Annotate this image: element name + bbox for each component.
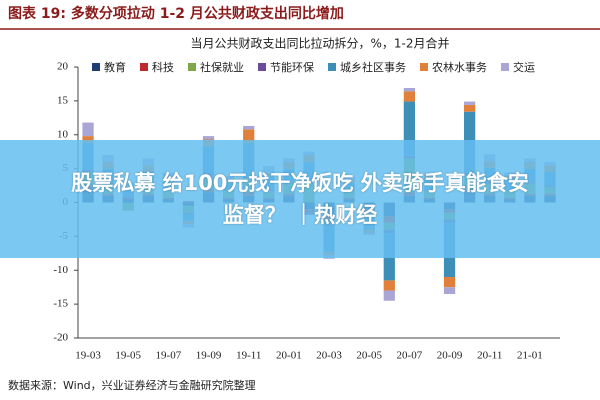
bar-segment (82, 136, 94, 143)
x-tick-label: 21-01 (517, 350, 543, 362)
legend-label: 城乡社区事务 (340, 60, 406, 74)
banner-line: 监督？ ｜热财经 (222, 203, 378, 227)
legend-label: 农林水事务 (432, 60, 487, 74)
x-tick-label: 19-11 (236, 350, 261, 362)
bar-segment (383, 290, 395, 301)
bar-segment (243, 125, 255, 130)
y-tick-label: 15 (57, 94, 69, 106)
x-tick-label: 20-03 (316, 350, 342, 362)
legend-swatch (258, 63, 266, 71)
bar-segment (403, 88, 415, 92)
chart-subtitle: 当月公共财政支出同比拉动拆分，%，1-2月合并 (190, 36, 449, 51)
bar-segment (403, 91, 415, 102)
source: 数据来源：Wind，兴业证券经济与金融研究院整理 (8, 378, 256, 392)
bar-segment (443, 277, 456, 288)
legend-label: 社保就业 (200, 60, 244, 74)
y-tick-label: -10 (53, 264, 68, 276)
legend-swatch (420, 63, 428, 71)
banner: 股票私募 给100元找干净饭吃 外卖骑手真能食安 监督？ ｜热财经 (0, 140, 600, 258)
x-tick-label: 20-07 (397, 350, 423, 362)
legend-swatch (501, 63, 509, 71)
legend-swatch (188, 63, 196, 71)
x-tick-label: 19-03 (75, 350, 101, 362)
bar-segment (202, 136, 215, 140)
legend-label: 教育 (104, 60, 126, 74)
x-tick-label: 19-05 (115, 350, 141, 362)
x-tick-label: 19-07 (156, 350, 182, 362)
x-tick-label: 19-09 (196, 350, 222, 362)
bar-segment (403, 101, 415, 156)
legend-swatch (140, 63, 148, 71)
bar-segment (443, 287, 456, 294)
legend-swatch (328, 63, 336, 71)
y-tick-label: -15 (53, 298, 68, 310)
x-tick-label: 20-01 (276, 350, 302, 362)
legend-swatch (92, 63, 100, 71)
legend-label: 节能环保 (270, 60, 314, 74)
legend-label: 科技 (152, 60, 174, 74)
bar-segment (383, 280, 395, 291)
y-tick-label: -20 (53, 332, 68, 344)
bar-segment (243, 129, 255, 143)
x-tick-label: 20-11 (477, 350, 502, 362)
legend-label: 交运 (513, 60, 535, 74)
bar-segment (464, 101, 476, 105)
bar-segment (82, 122, 94, 137)
x-tick-label: 20-05 (356, 350, 382, 362)
y-tick-label: 20 (57, 61, 69, 73)
x-tick-label: 20-09 (437, 350, 463, 362)
bar-segment (464, 104, 476, 112)
banner-line: 股票私募 给100元找干净饭吃 外卖骑手真能食安 (71, 171, 529, 195)
chart-title: 图表 19: 多数分项拉动 1-2 月公共财政支出同比增加 (8, 5, 344, 22)
y-tick-label: 10 (57, 128, 69, 140)
